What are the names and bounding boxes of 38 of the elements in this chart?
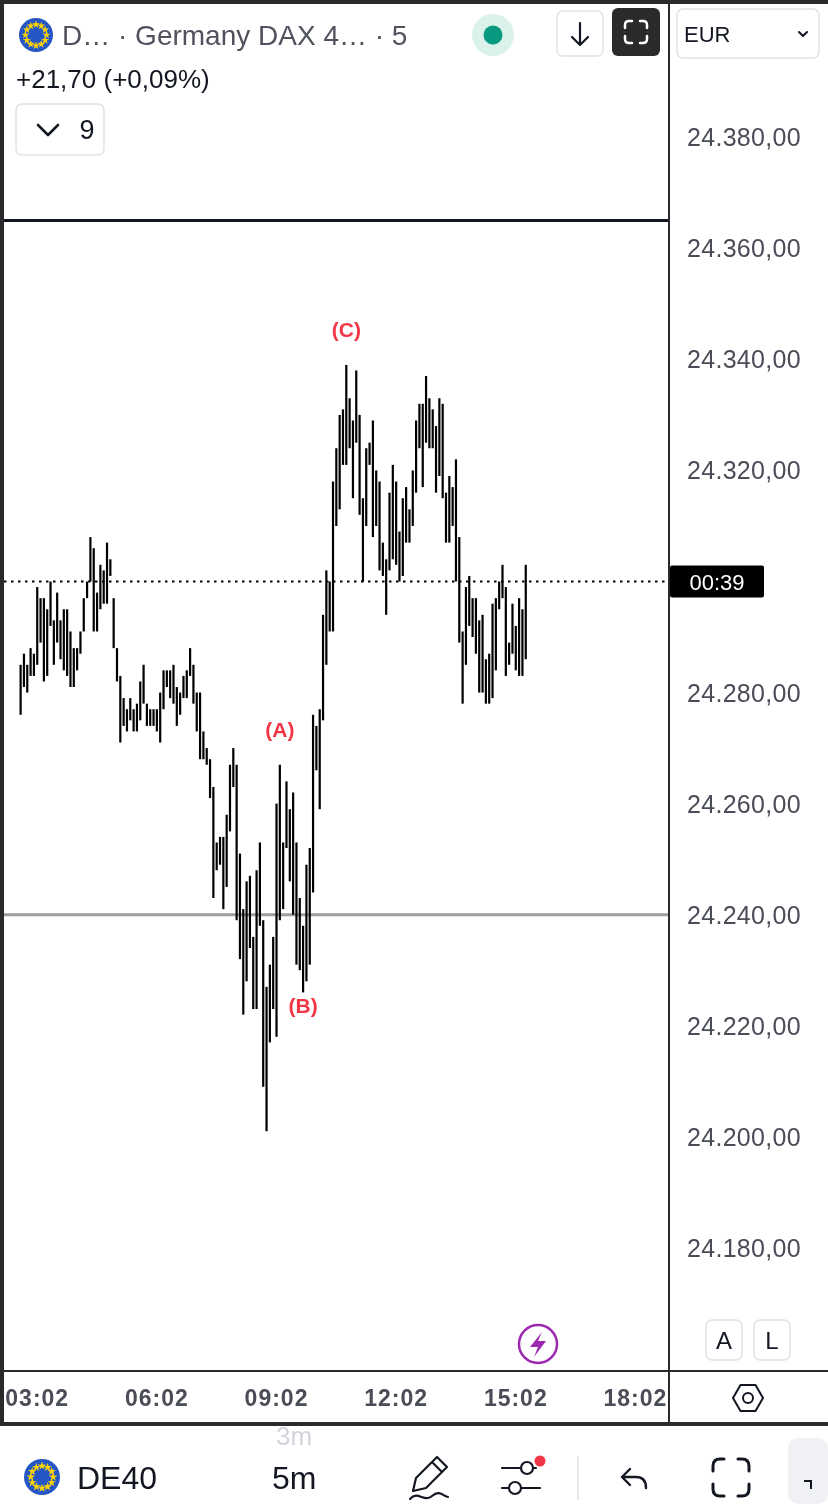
x-tick-label: 03:02 [5,1385,70,1411]
bar [42,598,45,682]
annotation: (A) [265,717,295,741]
y-tick-label: 24.200,00 [687,1122,801,1151]
y-tick-label: 24.220,00 [687,1011,801,1040]
text: 00:39 [689,569,745,594]
x-tick-label: 15:02 [483,1385,548,1411]
bar [82,598,85,632]
y-tick-label: 24.340,00 [687,345,801,374]
x-tick-label: 09:02 [244,1385,309,1411]
text: L [765,1326,779,1354]
annotation: 9 [79,115,95,145]
x-tick-label: 12:02 [364,1385,429,1411]
y-tick-label: 24.360,00 [687,234,801,263]
annotation: (B) [288,993,318,1017]
x-tick-label: 06:02 [124,1385,189,1411]
text: DE40 [77,1460,158,1496]
bar [448,475,451,543]
bar [112,598,115,649]
text: A [715,1326,733,1354]
y-tick-label: 24.380,00 [687,123,801,152]
y-tick-label: 24.260,00 [687,789,801,818]
bar [145,703,148,726]
y-tick-label: 24.280,00 [687,678,801,707]
text: D… · Germany DAX 4… · 5 [62,19,408,51]
y-tick-label: 24.180,00 [687,1233,801,1262]
y-tick-label: 24.240,00 [687,900,801,929]
text: EUR [684,21,731,47]
bar [371,420,374,538]
bar [198,692,202,760]
text: +21,70 (+0,09%) [16,64,210,94]
text: 5m [272,1460,317,1496]
x-tick-label: 18:02 [603,1385,668,1411]
bar [518,598,521,676]
y-tick-label: 24.320,00 [687,456,801,485]
bar [345,364,348,465]
annotation: (C) [331,317,361,341]
bar [222,836,225,910]
